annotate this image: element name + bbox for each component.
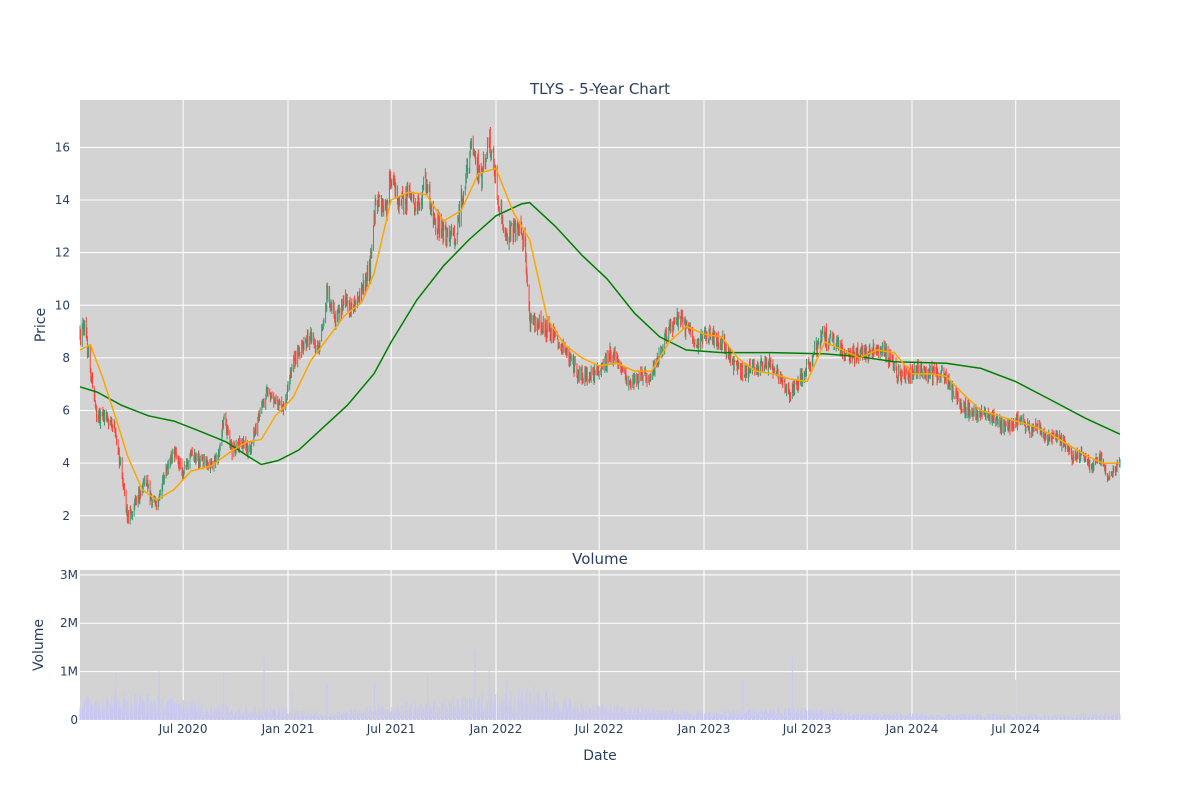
price-y-tick-label: 2	[62, 509, 70, 523]
x-tick-label: Jan 2022	[469, 722, 523, 736]
volume-y-tick-label: 2M	[60, 616, 78, 630]
volume-chart-title: Volume	[572, 550, 628, 568]
x-tick-label: Jan 2021	[261, 722, 315, 736]
price-y-tick-label: 12	[55, 246, 70, 260]
x-tick-label: Jul 2020	[158, 722, 208, 736]
price-gridlines	[80, 100, 1120, 550]
price-plot-area	[80, 100, 1120, 550]
x-axis-label: Date	[583, 748, 616, 764]
volume-y-tick-label: 3M	[60, 568, 78, 582]
volume-y-tick-label: 1M	[60, 665, 78, 679]
x-tick-label: Jul 2021	[366, 722, 416, 736]
volume-x-tick-labels: Jul 2020 Jan 2021 Jul 2021 Jan 2022 Jul 2022…	[158, 722, 1040, 736]
x-tick-label: Jul 2023	[782, 722, 832, 736]
price-y-tick-label: 16	[55, 140, 70, 154]
price-y-tick-label: 14	[55, 193, 70, 207]
x-tick-label: Jan 2024	[885, 722, 939, 736]
price-y-tick-label: 8	[62, 351, 70, 365]
x-tick-label: Jul 2024	[990, 722, 1040, 736]
price-y-tick-labels: 2 4 6 8 10 12 14 16	[55, 140, 70, 522]
price-y-tick-label: 10	[55, 298, 70, 312]
price-y-tick-label: 6	[62, 404, 70, 418]
price-y-axis-label: Price	[33, 308, 49, 342]
volume-y-tick-label: 0	[70, 713, 78, 727]
volume-y-tick-labels: 0 1M 2M 3M	[60, 568, 78, 727]
x-tick-label: Jul 2022	[574, 722, 624, 736]
volume-plot-area	[80, 570, 1120, 720]
volume-y-axis-label: Volume	[31, 619, 47, 671]
x-tick-label: Jan 2023	[677, 722, 731, 736]
volume-gridlines	[80, 570, 1120, 721]
price-chart-title: TLYS - 5-Year Chart	[529, 80, 670, 98]
ma-long-line	[79, 201, 1121, 466]
ma-short-line	[79, 167, 1120, 501]
volume-bars	[79, 649, 1121, 720]
price-y-tick-label: 4	[62, 456, 70, 470]
